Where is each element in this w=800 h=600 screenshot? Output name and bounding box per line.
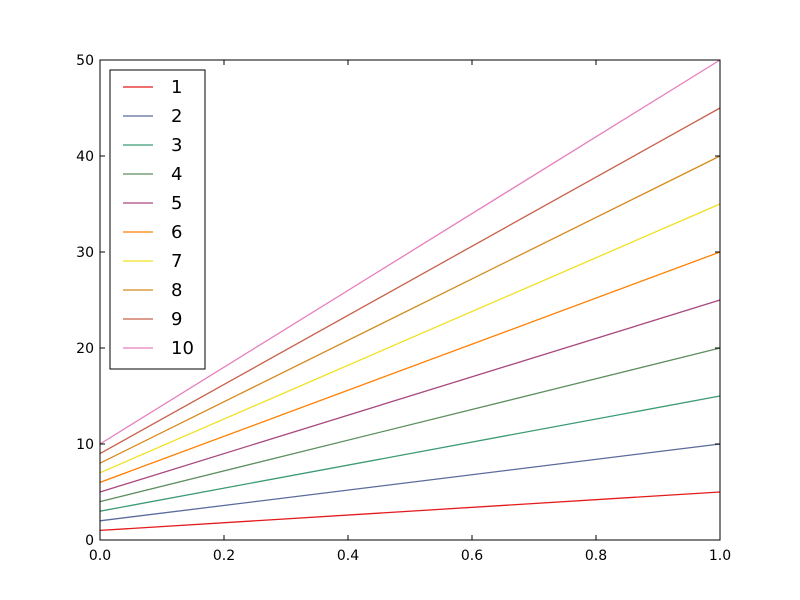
ticks-layer: 0.0 0.2 0.4 0.6 0.8 1.0 0 10 20 30 40 50 — [76, 53, 731, 564]
y-tick-label: 50 — [76, 53, 94, 69]
legend-label-3: 3 — [171, 135, 182, 156]
legend-label-4: 4 — [171, 164, 182, 185]
series-line-3 — [99, 395, 721, 512]
legend-label-7: 7 — [171, 251, 182, 272]
legend-label-6: 6 — [171, 222, 182, 243]
y-tick-label: 0 — [85, 533, 94, 549]
series-line-7 — [99, 203, 721, 474]
y-tick-label: 40 — [76, 149, 94, 165]
legend: 1 2 3 4 5 6 7 8 9 10 — [109, 69, 206, 370]
legend-label-10: 10 — [171, 338, 194, 359]
series-line-9 — [99, 107, 721, 455]
x-tick-label: 0.8 — [585, 548, 607, 564]
y-tick-label: 20 — [76, 341, 94, 357]
x-tick-label: 0.4 — [337, 548, 359, 564]
x-tick-label: 1.0 — [709, 548, 731, 564]
y-tick-label: 10 — [76, 437, 94, 453]
legend-label-2: 2 — [171, 106, 182, 127]
y-tick-label: 30 — [76, 245, 94, 261]
plot-frame — [99, 59, 721, 541]
series-line-8 — [99, 155, 721, 464]
legend-frame — [109, 69, 206, 370]
x-tick-label: 0.6 — [461, 548, 483, 564]
x-tick-label: 0.0 — [89, 548, 111, 564]
series-line-1 — [99, 491, 721, 532]
series-layer — [99, 59, 721, 532]
legend-label-9: 9 — [171, 309, 182, 330]
legend-label-5: 5 — [171, 193, 182, 214]
x-tick-label: 0.2 — [213, 548, 235, 564]
series-line-10 — [99, 59, 721, 445]
series-line-4 — [99, 347, 721, 503]
legend-label-1: 1 — [171, 77, 182, 98]
series-line-6 — [99, 251, 721, 484]
series-line-5 — [99, 299, 721, 493]
series-line-2 — [99, 443, 721, 522]
legend-label-8: 8 — [171, 280, 182, 301]
